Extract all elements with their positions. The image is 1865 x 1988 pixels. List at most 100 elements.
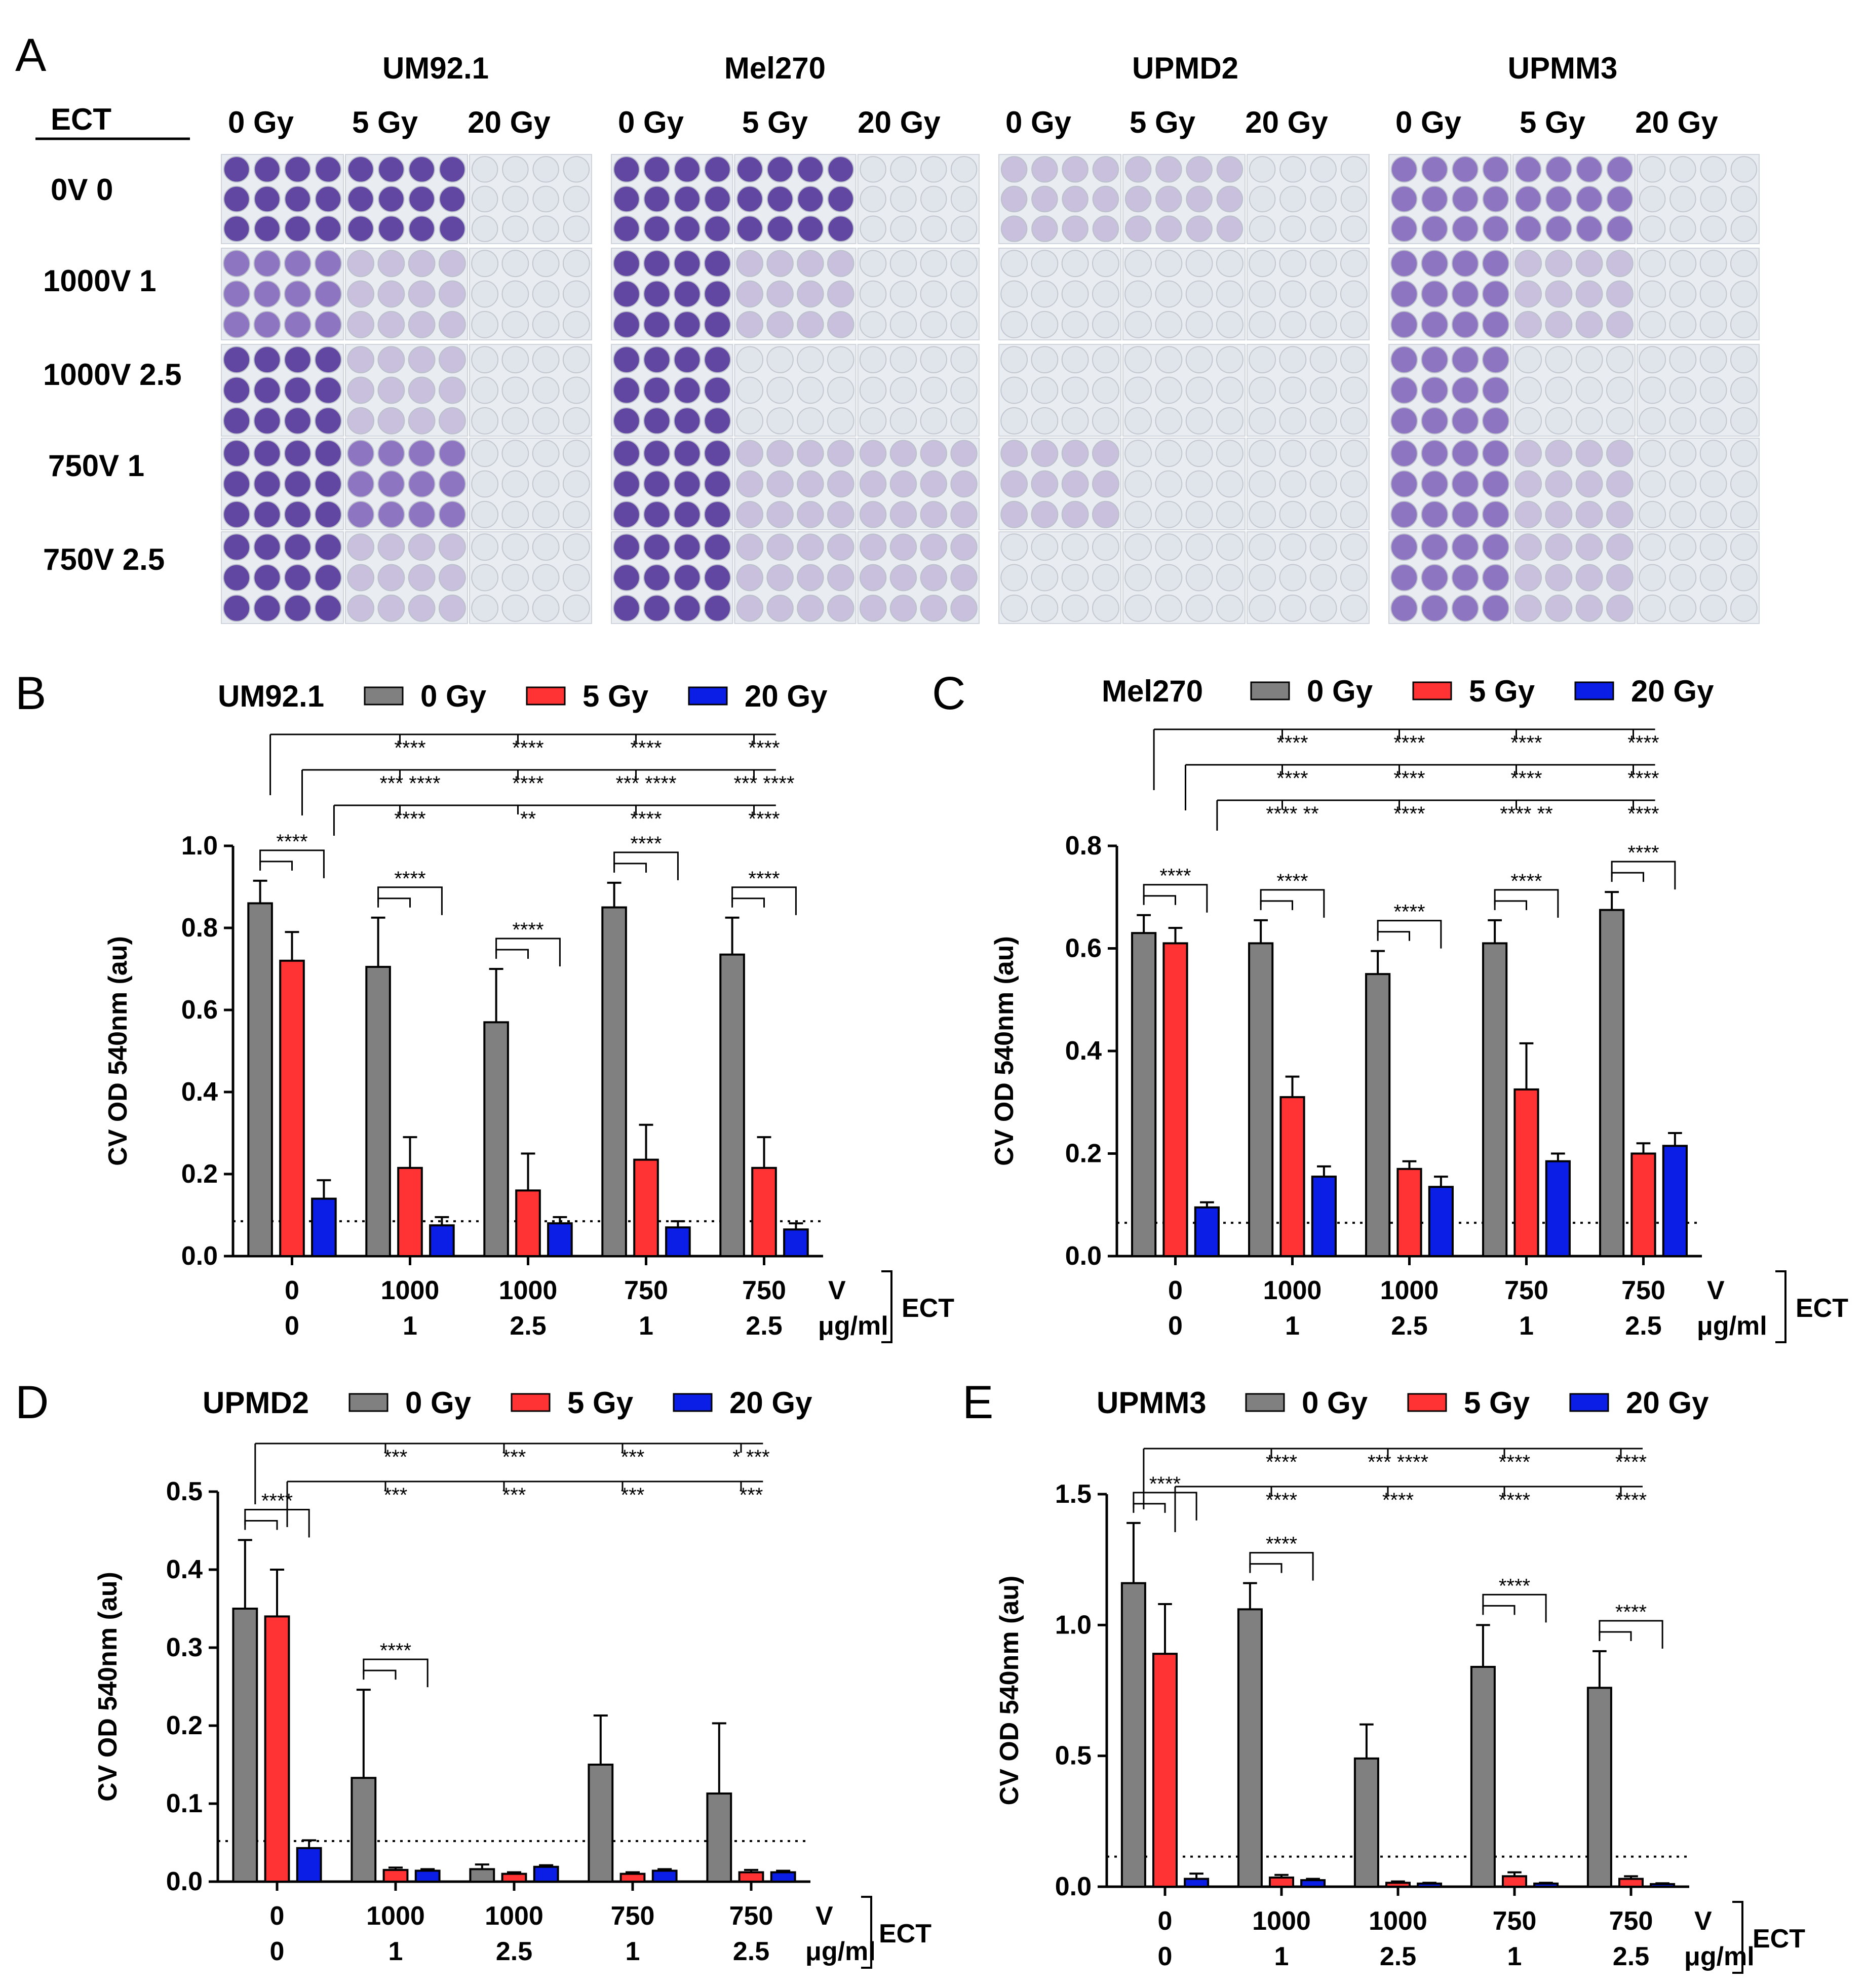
x-label-concentration: 2.5 (733, 1937, 769, 1966)
local-sig-bracket (259, 849, 325, 878)
well (613, 533, 640, 561)
well (673, 564, 701, 592)
dose-header: 0 Gy (1005, 105, 1072, 139)
sig-mark: * *** (732, 1446, 769, 1468)
well (1340, 310, 1368, 338)
bar (1120, 1582, 1146, 1888)
panel-label: B (15, 668, 46, 719)
well (1700, 215, 1727, 242)
well (673, 407, 701, 435)
sig-mark: **** (512, 737, 543, 759)
well (1185, 440, 1213, 467)
well (859, 501, 887, 528)
well (1309, 440, 1337, 467)
sig-mark: **** (1382, 1489, 1414, 1511)
well (736, 250, 763, 277)
well (501, 440, 529, 467)
x-label-concentration: 2.5 (1613, 1942, 1649, 1971)
well (347, 376, 375, 404)
well (1390, 185, 1418, 213)
well (438, 564, 466, 592)
well (920, 407, 947, 435)
ect-bracket (881, 1270, 892, 1343)
panel-c: C Mel270 0 Gy 5 Gy 20 Gy 0.0 0.2 0.4 0.6 0.8 CV OD… (932, 668, 1848, 1343)
panel-a-label: A (15, 29, 47, 81)
well (1124, 407, 1152, 435)
bar (547, 1222, 573, 1257)
well (1185, 280, 1213, 308)
well (1669, 533, 1697, 561)
well (438, 376, 466, 404)
x-label-voltage: 750 (742, 1276, 786, 1305)
well (253, 407, 281, 435)
well (1545, 440, 1573, 467)
bar (751, 1166, 777, 1258)
well (1309, 310, 1337, 338)
well (1669, 594, 1697, 622)
well (1124, 156, 1152, 183)
y-tick-label: 1.0 (181, 831, 218, 861)
well (889, 346, 917, 373)
well (1606, 533, 1634, 561)
well (347, 346, 375, 374)
well (1390, 346, 1418, 374)
well (1482, 440, 1509, 467)
well (920, 440, 947, 467)
well (766, 250, 794, 277)
well (1390, 215, 1418, 242)
well (736, 501, 763, 528)
well (1249, 280, 1276, 308)
legend: 0 Gy 5 Gy 20 Gy (348, 1386, 812, 1420)
well (1669, 280, 1697, 308)
well (1514, 310, 1542, 338)
well (920, 346, 947, 373)
y-axis-label: CV OD 540nm (au) (995, 1576, 1024, 1806)
well (643, 311, 671, 338)
well (827, 440, 854, 467)
panel-e: E UPMM3 0 Gy 5 Gy 20 Gy 0.0 0.5 1.0 1.5 CV OD 540… (962, 1377, 1805, 1974)
well (438, 500, 466, 528)
dose-header: 5 Gy (1520, 105, 1586, 139)
well (223, 500, 251, 528)
well (1000, 533, 1028, 561)
local-sig-bracket (1494, 900, 1527, 910)
well (1155, 500, 1183, 528)
well (253, 346, 281, 374)
well (950, 280, 978, 308)
well (797, 185, 824, 213)
well (1000, 376, 1028, 404)
well (377, 346, 405, 374)
well (827, 250, 854, 277)
well (502, 185, 529, 213)
well (674, 215, 701, 242)
well (950, 533, 978, 561)
well (1061, 407, 1089, 435)
local-sig-mark: **** (1266, 1533, 1297, 1555)
local-sig-bracket (363, 1669, 397, 1680)
well (1699, 594, 1727, 622)
well (471, 250, 499, 278)
well (950, 564, 978, 592)
well (1249, 376, 1276, 404)
well (532, 215, 559, 242)
well (223, 250, 251, 278)
sig-mark: *** **** (615, 772, 676, 795)
well (766, 311, 794, 338)
well (1699, 310, 1727, 338)
well (766, 501, 794, 528)
well (314, 564, 342, 592)
well (1031, 564, 1059, 592)
well (1575, 500, 1603, 528)
well (1606, 594, 1634, 622)
dose-header: 20 Gy (1635, 105, 1718, 139)
well (1451, 500, 1479, 528)
sig-mark: **** (748, 808, 780, 830)
well (1482, 533, 1509, 561)
well (797, 250, 824, 277)
voltage-unit: V (828, 1276, 846, 1305)
legend-swatch (1412, 681, 1452, 700)
well (1000, 185, 1028, 213)
well (889, 311, 917, 338)
well (1606, 376, 1634, 404)
well (377, 500, 405, 528)
